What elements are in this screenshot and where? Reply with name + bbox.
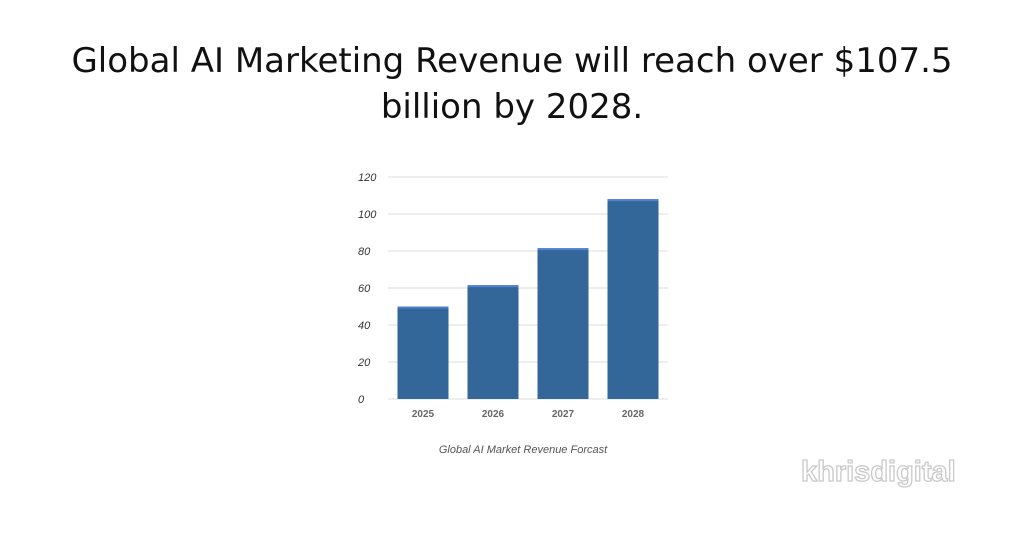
bars [397,199,659,399]
bar-2025 [397,306,449,399]
y-tick-label: 80 [358,246,371,258]
y-tick-label: 20 [357,357,371,369]
y-tick-label: 40 [358,320,371,332]
x-tick-label: 2025 [412,409,435,420]
y-tick-label: 60 [358,283,371,295]
headline-line-1: Global AI Marketing Revenue will reach o… [71,41,953,81]
bar-cap-2028 [607,199,659,202]
y-tick-label: 120 [358,172,377,184]
headline: Global AI Marketing Revenue will reach o… [0,38,1024,130]
brand-logo: khrisdigital [800,455,956,488]
bar-cap-2025 [397,306,449,309]
x-tick-label: 2027 [552,409,575,420]
bar-2028 [607,199,659,399]
bar-cap-2027 [537,248,589,251]
chart-caption: Global AI Market Revenue Forcast [439,444,608,456]
bar-cap-2026 [467,285,519,288]
x-tick-label: 2028 [622,409,645,420]
headline-line-2: billion by 2028. [380,87,644,127]
x-axis-ticks: 2025 2026 2027 2028 [412,409,645,420]
bar-2026 [467,285,519,399]
y-axis-ticks: 0 20 40 60 80 100 120 [357,172,377,406]
y-tick-label: 0 [358,394,365,406]
y-tick-label: 100 [358,209,377,221]
bar-2027 [537,248,589,399]
x-tick-label: 2026 [482,409,505,420]
